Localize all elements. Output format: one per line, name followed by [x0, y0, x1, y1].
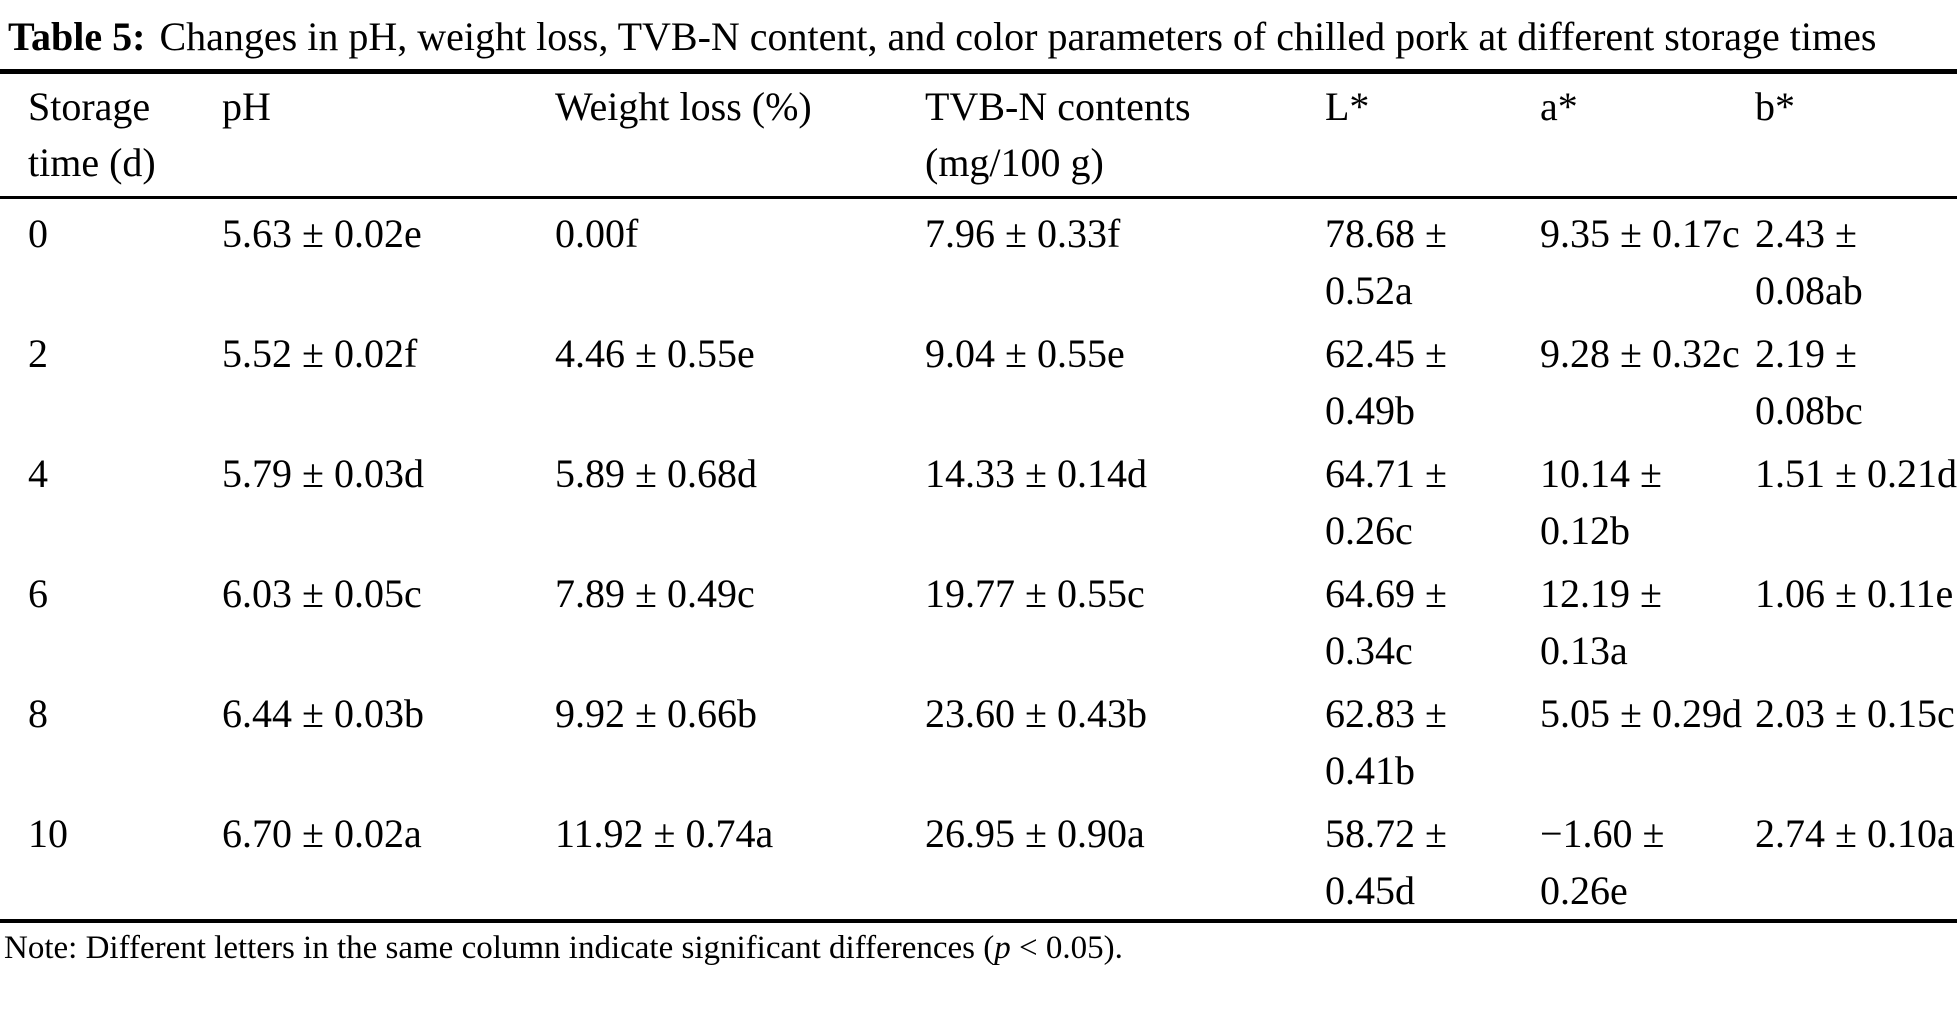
cell-b-star: 1.06 ± 0.11e	[1755, 571, 1954, 616]
cell-l-star: 62.45 ± 0.49b	[1325, 331, 1447, 433]
cell-b-star: 1.51 ± 0.21d	[1755, 451, 1957, 496]
cell-l-star: 64.69 ± 0.34c	[1325, 571, 1447, 673]
cell-storage-time: 2	[28, 331, 48, 376]
table-row: 6 6.03 ± 0.05c 7.89 ± 0.49c 19.77 ± 0.55…	[0, 559, 1957, 679]
cell-b-star: 2.19 ± 0.08bc	[1755, 331, 1863, 433]
cell-b-star: 2.74 ± 0.10a	[1755, 811, 1955, 856]
table-row: 0 5.63 ± 0.02e 0.00f 7.96 ± 0.33f 78.68 …	[0, 198, 1957, 320]
table-caption-text: Changes in pH, weight loss, TVB-N conten…	[159, 14, 1877, 59]
column-header-b-star: b*	[1755, 71, 1957, 199]
table-note: Note: Different letters in the same colu…	[4, 927, 1957, 969]
cell-weight-loss: 0.00f	[555, 211, 639, 256]
cell-weight-loss: 5.89 ± 0.68d	[555, 451, 757, 496]
cell-weight-loss: 9.92 ± 0.66b	[555, 691, 757, 736]
cell-tvbn: 23.60 ± 0.43b	[925, 691, 1147, 736]
cell-ph: 5.79 ± 0.03d	[222, 451, 424, 496]
cell-ph: 6.03 ± 0.05c	[222, 571, 422, 616]
column-header-l-star: L*	[1325, 71, 1540, 199]
column-header-ph: pH	[222, 71, 555, 199]
column-header-storage-time: Storage time (d)	[0, 71, 222, 199]
cell-a-star: 9.35 ± 0.17c	[1540, 211, 1740, 256]
cell-ph: 6.70 ± 0.02a	[222, 811, 422, 856]
cell-ph: 5.52 ± 0.02f	[222, 331, 418, 376]
cell-l-star: 58.72 ± 0.45d	[1325, 811, 1447, 913]
table-header-row: Storage time (d) pH Weight loss (%) TVB-…	[0, 71, 1957, 199]
cell-a-star: −1.60 ± 0.26e	[1540, 811, 1665, 913]
cell-tvbn: 7.96 ± 0.33f	[925, 211, 1121, 256]
cell-storage-time: 6	[28, 571, 48, 616]
cell-a-star: 5.05 ± 0.29d	[1540, 691, 1742, 736]
cell-tvbn: 26.95 ± 0.90a	[925, 811, 1145, 856]
cell-a-star: 10.14 ± 0.12b	[1540, 451, 1662, 553]
table-row: 2 5.52 ± 0.02f 4.46 ± 0.55e 9.04 ± 0.55e…	[0, 319, 1957, 439]
cell-b-star: 2.43 ± 0.08ab	[1755, 211, 1863, 313]
cell-weight-loss: 7.89 ± 0.49c	[555, 571, 755, 616]
table-number-label: Table 5:	[8, 14, 146, 59]
cell-a-star: 9.28 ± 0.32c	[1540, 331, 1740, 376]
table-note-p-symbol: p	[994, 930, 1011, 966]
table-row: 10 6.70 ± 0.02a 11.92 ± 0.74a 26.95 ± 0.…	[0, 799, 1957, 921]
cell-storage-time: 0	[28, 211, 48, 256]
data-table: Storage time (d) pH Weight loss (%) TVB-…	[0, 69, 1957, 923]
table-caption: Table 5: Changes in pH, weight loss, TVB-…	[8, 6, 1951, 67]
cell-tvbn: 14.33 ± 0.14d	[925, 451, 1147, 496]
cell-l-star: 64.71 ± 0.26c	[1325, 451, 1447, 553]
table-row: 4 5.79 ± 0.03d 5.89 ± 0.68d 14.33 ± 0.14…	[0, 439, 1957, 559]
cell-b-star: 2.03 ± 0.15c	[1755, 691, 1955, 736]
cell-l-star: 78.68 ± 0.52a	[1325, 211, 1447, 313]
table-note-prefix: Note: Different letters in the same colu…	[4, 930, 995, 966]
cell-storage-time: 10	[28, 811, 68, 856]
column-header-weight-loss: Weight loss (%)	[555, 71, 925, 199]
cell-ph: 5.63 ± 0.02e	[222, 211, 422, 256]
table-note-suffix: < 0.05).	[1010, 930, 1123, 966]
table-row: 8 6.44 ± 0.03b 9.92 ± 0.66b 23.60 ± 0.43…	[0, 679, 1957, 799]
cell-storage-time: 8	[28, 691, 48, 736]
column-header-tvbn: TVB-N contents (mg/100 g)	[925, 71, 1325, 199]
column-header-a-star: a*	[1540, 71, 1755, 199]
cell-tvbn: 9.04 ± 0.55e	[925, 331, 1125, 376]
cell-storage-time: 4	[28, 451, 48, 496]
cell-l-star: 62.83 ± 0.41b	[1325, 691, 1447, 793]
cell-ph: 6.44 ± 0.03b	[222, 691, 424, 736]
cell-a-star: 12.19 ± 0.13a	[1540, 571, 1662, 673]
cell-weight-loss: 11.92 ± 0.74a	[555, 811, 774, 856]
cell-tvbn: 19.77 ± 0.55c	[925, 571, 1145, 616]
cell-weight-loss: 4.46 ± 0.55e	[555, 331, 755, 376]
